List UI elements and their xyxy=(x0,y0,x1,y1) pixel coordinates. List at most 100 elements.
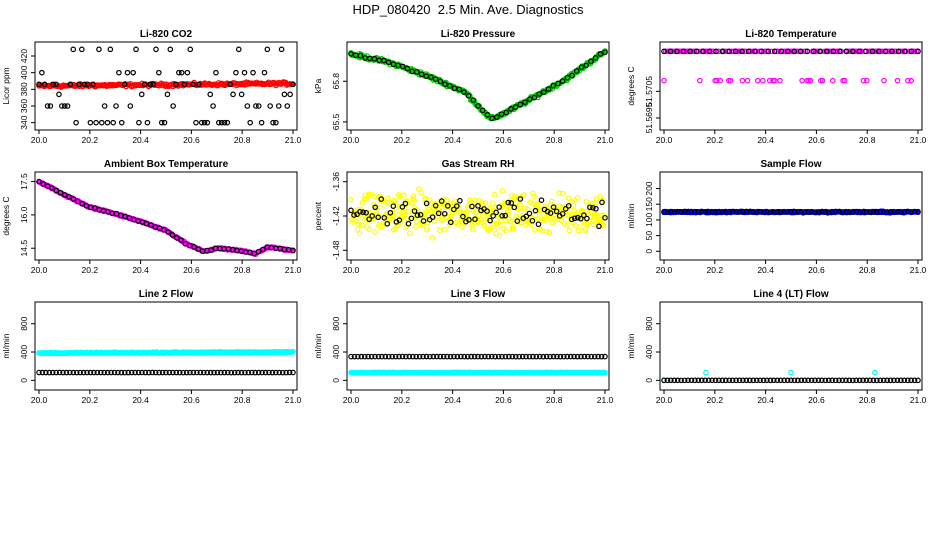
data-point xyxy=(423,353,430,360)
data-point xyxy=(90,81,97,88)
y-tick-label: 17.5 xyxy=(19,173,29,190)
data-point xyxy=(887,377,894,384)
data-point xyxy=(427,197,433,203)
data-point xyxy=(719,48,726,55)
data-point xyxy=(799,77,805,84)
data-point xyxy=(56,369,63,376)
data-point xyxy=(766,77,773,84)
data-point xyxy=(581,220,588,226)
data-point xyxy=(215,119,222,126)
data-point xyxy=(760,77,766,84)
data-point xyxy=(908,48,915,55)
data-point xyxy=(574,194,581,201)
data-point xyxy=(144,119,151,126)
panel-title: Sample Flow xyxy=(760,159,821,170)
data-point xyxy=(602,214,608,221)
data-point xyxy=(121,81,128,88)
data-point xyxy=(546,229,553,236)
data-point xyxy=(661,77,667,84)
data-point xyxy=(688,208,695,215)
chart-panel: Li-820 Temperature degrees C 20.0 20.2 20.4 2… xyxy=(626,29,927,145)
data-point xyxy=(451,353,457,360)
data-point xyxy=(585,353,591,360)
data-point xyxy=(70,46,77,53)
data-point xyxy=(499,353,505,360)
data-point xyxy=(596,223,602,230)
data-point xyxy=(532,207,539,214)
panel-title: Li-820 CO2 xyxy=(140,29,193,40)
data-point xyxy=(548,198,555,205)
data-point xyxy=(512,104,519,110)
data-point xyxy=(729,377,736,384)
data-point xyxy=(115,369,121,376)
x-tick-label: 21.0 xyxy=(910,135,927,145)
data-point xyxy=(740,208,746,215)
data-point xyxy=(681,377,688,384)
data-point xyxy=(860,209,866,215)
y-tick-label: 400 xyxy=(644,345,654,359)
data-point xyxy=(915,48,921,55)
data-point xyxy=(602,49,608,56)
data-point xyxy=(510,226,517,232)
data-point xyxy=(479,107,486,114)
data-point xyxy=(590,204,596,211)
data-point xyxy=(374,204,381,211)
data-point xyxy=(839,209,846,215)
data-point xyxy=(559,78,566,84)
data-point xyxy=(870,209,877,215)
data-point xyxy=(853,208,860,215)
data-point xyxy=(591,353,598,360)
data-point xyxy=(49,185,55,191)
data-point xyxy=(158,119,165,126)
y-axis-label: ml/min xyxy=(313,333,323,358)
data-point xyxy=(156,69,162,76)
data-point xyxy=(84,81,91,88)
data-point xyxy=(815,377,822,384)
panel-title: Line 4 (LT) Flow xyxy=(753,289,829,300)
data-point xyxy=(502,353,509,360)
data-point xyxy=(891,208,897,215)
data-point xyxy=(778,48,785,55)
data-point xyxy=(127,103,134,109)
data-point xyxy=(678,377,684,384)
data-point xyxy=(693,48,700,55)
data-point xyxy=(674,377,681,384)
data-point xyxy=(558,217,565,224)
data-point xyxy=(67,81,74,88)
data-point xyxy=(423,200,430,207)
data-point xyxy=(418,189,425,196)
data-point xyxy=(685,209,691,215)
data-point xyxy=(667,48,674,55)
data-point xyxy=(484,208,490,214)
data-point xyxy=(281,91,288,98)
data-point xyxy=(396,203,403,210)
x-tick-label: 20.4 xyxy=(132,135,149,145)
data-point xyxy=(554,353,560,360)
data-point xyxy=(53,187,60,194)
figure-title: HDP_080420 2.5 Min. Ave. Diagnostics xyxy=(352,2,584,17)
data-point xyxy=(846,377,853,384)
data-point xyxy=(492,353,498,360)
y-tick-label: 100 xyxy=(644,213,654,227)
data-point xyxy=(187,369,193,376)
data-point xyxy=(442,81,448,88)
y-tick-label: -1.36 xyxy=(331,172,341,192)
data-point xyxy=(251,250,258,257)
data-point xyxy=(863,48,869,55)
data-point xyxy=(491,191,498,198)
data-point xyxy=(688,377,695,384)
data-point xyxy=(258,119,265,126)
data-point xyxy=(553,208,560,215)
data-point xyxy=(578,353,584,360)
y-tick-label: 150 xyxy=(644,197,654,211)
data-point xyxy=(561,353,567,360)
data-point xyxy=(204,119,211,126)
data-point xyxy=(736,209,743,215)
data-point xyxy=(517,196,524,202)
data-point xyxy=(176,69,182,76)
x-tick-label: 20.4 xyxy=(132,265,149,275)
data-point xyxy=(178,69,185,76)
data-point xyxy=(130,69,136,76)
data-point xyxy=(241,69,248,76)
x-tick-label: 20.0 xyxy=(31,265,48,275)
